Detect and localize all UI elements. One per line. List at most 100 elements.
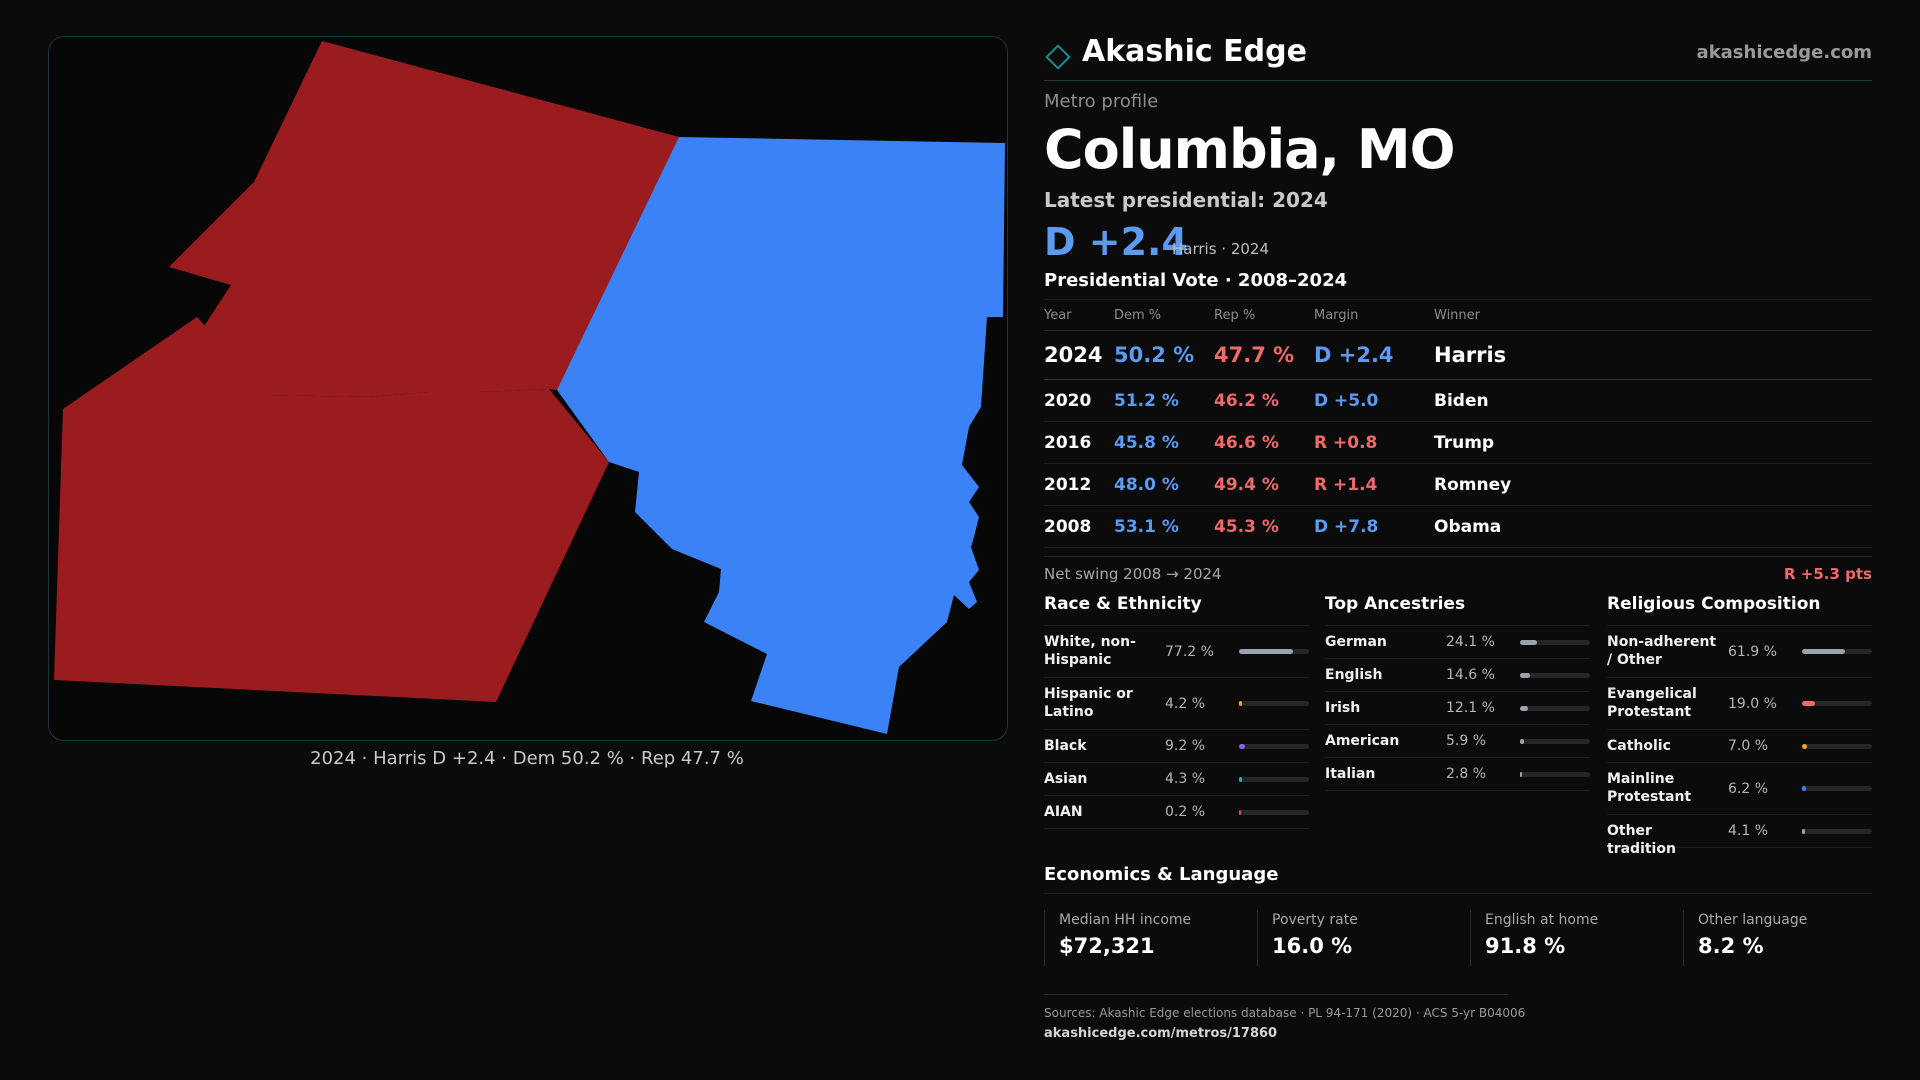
- winner-cell: Obama: [1434, 505, 1872, 548]
- demographic-label: White, non-Hispanic: [1044, 634, 1136, 668]
- demographic-label: Hispanic or Latino: [1044, 686, 1133, 720]
- economics-title: Economics & Language: [1044, 864, 1279, 885]
- demographic-row: Italian 2.8 %: [1325, 758, 1590, 791]
- demographic-row: AIAN 0.2 %: [1044, 796, 1309, 829]
- demographic-bar-fill: [1239, 809, 1241, 815]
- county-boone[interactable]: [549, 137, 1005, 734]
- sources-text: Sources: Akashic Edge elections database…: [1044, 1006, 1526, 1020]
- table-row: 2024 50.2 % 47.7 % D +2.4 Harris: [1044, 330, 1872, 380]
- demographic-bar-track: [1239, 701, 1309, 706]
- margin-cell: R +1.4: [1314, 463, 1434, 506]
- economics-divider: [1044, 893, 1872, 894]
- demographic-bar-track: [1239, 649, 1309, 654]
- latest-label: Latest presidential: 2024: [1044, 188, 1328, 212]
- ancestries-section: Top Ancestries German 24.1 % English 14.6 %…: [1325, 593, 1590, 791]
- demographic-bar-track: [1239, 743, 1309, 749]
- county-cooper[interactable]: [54, 317, 609, 702]
- col-header-dem: Dem %: [1114, 299, 1214, 331]
- demographic-row: English 14.6 %: [1325, 659, 1590, 692]
- diamond-logo-icon: [1045, 44, 1071, 70]
- demographic-bar-track: [1520, 672, 1590, 678]
- page-eyebrow: Metro profile: [1044, 91, 1159, 112]
- net-swing-value: R +5.3 pts: [1784, 565, 1872, 583]
- demographic-row: Non-adherent / Other 61.9 %: [1607, 626, 1872, 678]
- demographics-grid: Race & Ethnicity White, non-Hispanic 77.2…: [1044, 593, 1872, 863]
- table-row: 2016 45.8 % 46.6 % R +0.8 Trump: [1044, 421, 1872, 464]
- demographic-bar-fill: [1520, 738, 1525, 744]
- econ-label: Poverty rate: [1272, 912, 1358, 928]
- demographic-value: 24.1 %: [1446, 634, 1495, 650]
- demographic-bar-fill: [1239, 701, 1242, 706]
- headline-margin: D +2.4: [1044, 220, 1188, 264]
- demographic-bar-fill: [1239, 743, 1246, 749]
- demographic-value: 14.6 %: [1446, 667, 1495, 683]
- econ-poverty-rate: Poverty rate 16.0 %: [1257, 910, 1456, 966]
- map-caption: 2024 · Harris D +2.4 · Dem 50.2 % · Rep …: [310, 748, 744, 769]
- demographic-bar-fill: [1520, 771, 1522, 777]
- demographic-value: 5.9 %: [1446, 733, 1487, 749]
- demographic-bar-fill: [1520, 705, 1529, 711]
- demographic-label: German: [1325, 634, 1387, 650]
- demographic-label: Irish: [1325, 700, 1361, 716]
- brand-url-link[interactable]: akashicedge.com: [1696, 42, 1872, 63]
- demographic-value: 9.2 %: [1165, 738, 1206, 754]
- demographic-bar-fill: [1239, 776, 1242, 782]
- demographic-bar-track: [1520, 738, 1590, 744]
- dem-pct-cell: 51.2 %: [1114, 379, 1214, 422]
- margin-cell: R +0.8: [1314, 421, 1434, 464]
- demographic-bar-track: [1239, 776, 1309, 782]
- demographic-label: Mainline Protestant: [1607, 771, 1692, 805]
- table-header-row: Year Dem % Rep % Margin Winner: [1044, 299, 1872, 331]
- econ-value: 8.2 %: [1698, 934, 1764, 958]
- net-swing-label: Net swing 2008 → 2024: [1044, 565, 1222, 583]
- demographic-bar-track: [1239, 809, 1309, 815]
- margin-cell: D +5.0: [1314, 379, 1434, 422]
- ancestries-title: Top Ancestries: [1325, 593, 1590, 626]
- headline-sub: Harris · 2024: [1172, 240, 1270, 258]
- margin-cell: D +7.8: [1314, 505, 1434, 548]
- demographic-value: 4.2 %: [1165, 695, 1206, 712]
- demographic-value: 4.1 %: [1728, 823, 1769, 839]
- year-cell: 2008: [1044, 505, 1114, 548]
- table-row: 2020 51.2 % 46.2 % D +5.0 Biden: [1044, 379, 1872, 422]
- demographic-label: Catholic: [1607, 738, 1671, 754]
- demographic-bar-fill: [1239, 649, 1294, 654]
- demographic-row: American 5.9 %: [1325, 725, 1590, 758]
- demographic-row: Irish 12.1 %: [1325, 692, 1590, 725]
- rep-pct-cell: 45.3 %: [1214, 505, 1314, 548]
- race-ethnicity-title: Race & Ethnicity: [1044, 593, 1309, 626]
- demographic-value: 2.8 %: [1446, 766, 1487, 782]
- demographic-bar-track: [1802, 786, 1872, 791]
- dem-pct-cell: 48.0 %: [1114, 463, 1214, 506]
- winner-cell: Romney: [1434, 463, 1872, 506]
- econ-label: Median HH income: [1059, 912, 1192, 928]
- col-header-year: Year: [1044, 299, 1114, 331]
- margin-cell: D +2.4: [1314, 330, 1434, 380]
- vote-history-table: Year Dem % Rep % Margin Winner 2024 50.2 …: [1044, 299, 1872, 548]
- rep-pct-cell: 47.7 %: [1214, 330, 1314, 380]
- demographic-bar-track: [1802, 828, 1872, 834]
- profile-panel: Akashic Edge akashicedge.com Metro profi…: [1044, 30, 1872, 863]
- demographic-label: AIAN: [1044, 804, 1083, 820]
- winner-cell: Harris: [1434, 330, 1872, 380]
- demographic-row: White, non-Hispanic 77.2 %: [1044, 626, 1309, 678]
- religion-section: Religious Composition Non-adherent / Oth…: [1607, 593, 1872, 857]
- county-howard[interactable]: [169, 41, 679, 397]
- vote-history-title: Presidential Vote · 2008–2024: [1044, 270, 1348, 291]
- econ-value: 91.8 %: [1485, 934, 1566, 958]
- demographic-bar-fill: [1520, 672, 1531, 678]
- col-header-rep: Rep %: [1214, 299, 1314, 331]
- demographic-value: 4.3 %: [1165, 771, 1206, 787]
- year-cell: 2024: [1044, 330, 1114, 380]
- demographic-bar-track: [1520, 639, 1590, 645]
- demographic-row: Asian 4.3 %: [1044, 763, 1309, 796]
- demographic-row: German 24.1 %: [1325, 626, 1590, 659]
- demographic-value: 77.2 %: [1165, 643, 1214, 660]
- sources-url-link[interactable]: akashicedge.com/metros/17860: [1044, 1026, 1278, 1041]
- table-row: 2012 48.0 % 49.4 % R +1.4 Romney: [1044, 463, 1872, 506]
- demographic-label: Italian: [1325, 766, 1376, 782]
- table-row: 2008 53.1 % 45.3 % D +7.8 Obama: [1044, 505, 1872, 548]
- demographic-value: 6.2 %: [1728, 780, 1769, 797]
- county-map[interactable]: [48, 36, 1008, 741]
- demographic-bar-track: [1520, 771, 1590, 777]
